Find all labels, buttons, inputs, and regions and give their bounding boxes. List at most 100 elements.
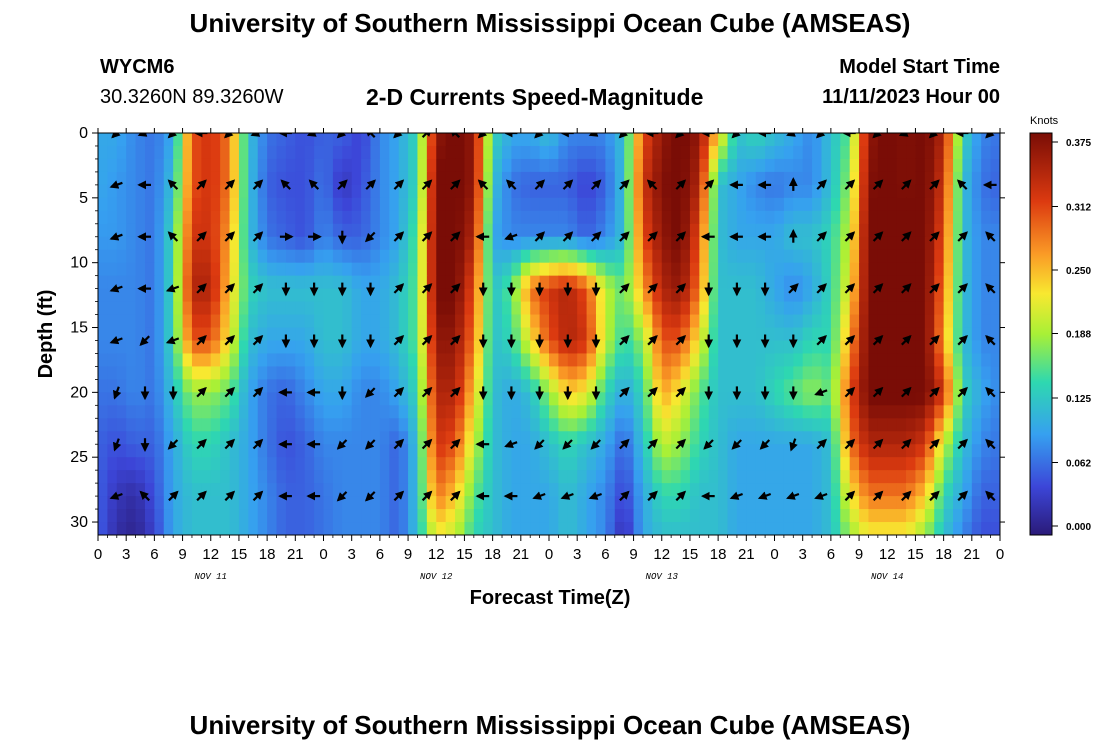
heatmap-cell xyxy=(295,379,306,393)
heatmap-cell xyxy=(859,184,870,199)
heatmap-cell xyxy=(389,392,400,406)
heatmap-cell xyxy=(361,522,372,535)
heatmap-cell xyxy=(473,223,484,238)
heatmap-cell xyxy=(840,522,851,535)
heatmap-cell xyxy=(549,418,559,432)
heatmap-cell xyxy=(323,444,334,458)
heatmap-cell xyxy=(116,210,127,225)
heatmap-cell xyxy=(295,431,306,445)
heatmap-cell xyxy=(361,275,372,290)
heatmap-cell xyxy=(492,340,503,355)
heatmap-cell xyxy=(774,210,785,225)
heatmap-cell xyxy=(398,197,409,212)
heatmap-cell xyxy=(370,288,381,303)
heatmap-cell xyxy=(953,275,964,290)
heatmap-cell xyxy=(417,405,428,419)
heatmap-cell xyxy=(304,249,315,264)
heatmap-cell xyxy=(229,496,240,510)
heatmap-cell xyxy=(455,353,466,368)
heatmap-cell xyxy=(285,379,296,393)
heatmap-cell xyxy=(379,444,390,458)
heatmap-cell xyxy=(624,301,635,316)
heatmap-cell xyxy=(934,431,945,445)
heatmap-cell xyxy=(633,496,644,510)
heatmap-cell xyxy=(323,158,334,173)
heatmap-cell xyxy=(567,509,578,523)
heatmap-cell xyxy=(361,158,372,173)
heatmap-cell xyxy=(191,353,202,368)
heatmap-cell xyxy=(201,353,212,368)
heatmap-cell xyxy=(276,223,287,238)
heatmap-cell xyxy=(370,483,381,497)
heatmap-cell xyxy=(821,405,832,419)
heatmap-cell xyxy=(210,470,221,484)
heatmap-cell xyxy=(210,418,221,432)
heatmap-cell xyxy=(549,379,559,393)
heatmap-cell xyxy=(285,457,296,471)
heatmap-cell xyxy=(511,379,522,393)
heatmap-cell xyxy=(736,223,747,238)
heatmap-cell xyxy=(229,470,240,484)
current-arrow xyxy=(816,334,827,346)
heatmap-cell xyxy=(126,288,137,303)
heatmap-cell xyxy=(821,392,832,406)
heatmap-cell xyxy=(783,379,794,393)
heatmap-cell xyxy=(417,262,428,277)
heatmap-cell xyxy=(426,262,437,277)
current-arrow xyxy=(729,491,743,500)
heatmap-cell xyxy=(877,262,888,277)
heatmap-cell xyxy=(144,184,155,199)
current-arrow xyxy=(929,386,940,398)
heatmap-cell xyxy=(567,379,578,393)
heatmap-cell xyxy=(558,509,569,523)
heatmap-cell xyxy=(802,275,813,290)
heatmap-cell xyxy=(915,353,926,368)
heatmap-cell xyxy=(210,275,221,290)
heatmap-cell xyxy=(765,158,776,173)
heatmap-cell xyxy=(304,431,315,445)
heatmap-cell xyxy=(229,301,240,316)
heatmap-cell xyxy=(849,210,860,225)
heatmap-cell xyxy=(567,522,578,535)
heatmap-cell xyxy=(821,366,832,380)
heatmap-cell xyxy=(924,392,935,406)
heatmap-cell xyxy=(314,353,325,368)
heatmap-cell xyxy=(332,457,343,471)
heatmap-cell xyxy=(793,366,804,380)
current-arrow xyxy=(450,334,461,346)
heatmap-cell xyxy=(802,392,813,406)
heatmap-cell xyxy=(201,314,212,329)
heatmap-cell xyxy=(971,133,982,147)
heatmap-cell xyxy=(135,522,146,535)
heatmap-cell xyxy=(708,431,719,445)
heatmap-cell xyxy=(436,340,447,355)
heatmap-cell xyxy=(191,314,202,329)
heatmap-cell xyxy=(859,262,870,277)
heatmap-cell xyxy=(877,379,888,393)
heatmap-cell xyxy=(248,275,259,290)
heatmap-cell xyxy=(633,457,644,471)
heatmap-cell xyxy=(483,262,494,277)
heatmap-cell xyxy=(173,275,184,290)
heatmap-cell xyxy=(370,314,381,329)
heatmap-cell xyxy=(990,262,1000,277)
heatmap-cell xyxy=(351,327,362,342)
heatmap-cell xyxy=(483,418,494,432)
heatmap-cell xyxy=(436,145,447,160)
heatmap-cell xyxy=(595,509,606,523)
heatmap-cell xyxy=(314,327,325,342)
heatmap-cell xyxy=(201,223,212,238)
heatmap-cell xyxy=(173,262,184,277)
heatmap-cell xyxy=(605,418,616,432)
heatmap-cell xyxy=(464,223,475,238)
heatmap-cell xyxy=(633,210,644,225)
heatmap-cell xyxy=(389,340,400,355)
heatmap-cell xyxy=(549,483,559,497)
heatmap-cell xyxy=(774,405,785,419)
heatmap-cell xyxy=(736,379,747,393)
heatmap-cell xyxy=(530,301,541,316)
colorbar-tick-label: 0.125 xyxy=(1066,394,1091,405)
heatmap-cell xyxy=(370,457,381,471)
heatmap-cell xyxy=(586,470,597,484)
heatmap-cell xyxy=(849,470,860,484)
